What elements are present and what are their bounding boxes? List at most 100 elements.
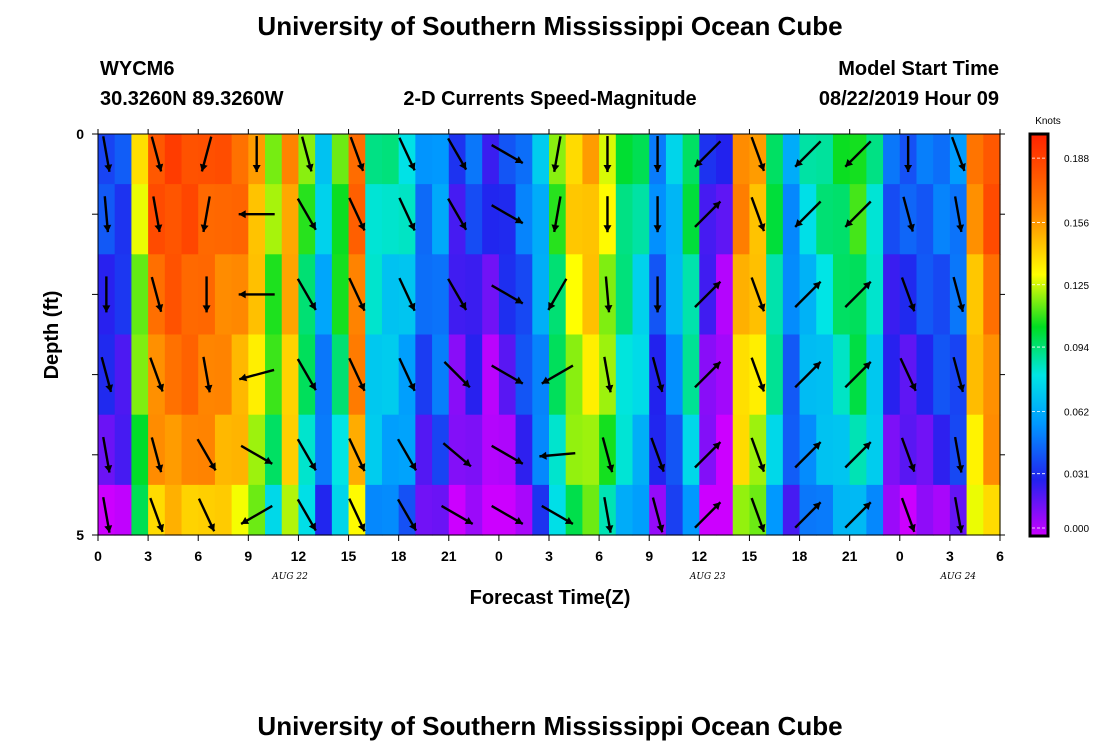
heatmap-cell: [381, 134, 400, 185]
heatmap-cell: [615, 334, 634, 416]
current-arrow: [953, 196, 965, 233]
current-arrow: [794, 441, 822, 469]
heatmap-cell: [766, 484, 784, 536]
heatmap-cell: [214, 134, 233, 185]
heatmap-cell: [398, 414, 416, 486]
current-arrow: [348, 357, 366, 392]
heatmap-cell: [432, 414, 450, 486]
heatmap-cell: [348, 414, 366, 486]
heatmap-cell: [766, 254, 784, 336]
current-arrow: [252, 136, 261, 173]
x-tick-label: 3: [144, 548, 152, 564]
heatmap-cell: [148, 414, 166, 486]
heatmap-cell: [899, 414, 918, 486]
colorbar-tick-label: 0.125: [1064, 281, 1089, 292]
heatmap-cell: [983, 334, 1001, 416]
heatmap-cell: [916, 254, 934, 336]
heatmap-cell: [198, 414, 216, 486]
current-arrow: [447, 137, 468, 171]
date-labels: AUG 22 AUG 23 AUG 24: [271, 572, 976, 582]
heatmap-cell: [916, 184, 934, 255]
heatmap-cell: [632, 184, 650, 255]
heatmap-cell: [498, 414, 517, 486]
heatmap-cell: [181, 414, 199, 486]
heatmap-cell: [331, 254, 350, 336]
heatmap-cell: [549, 414, 567, 486]
current-arrow: [100, 356, 114, 393]
heatmap-cell: [782, 134, 801, 185]
heatmap-cell: [365, 184, 383, 255]
heatmap-cell: [515, 484, 533, 536]
heatmap-cell: [248, 184, 266, 255]
heatmap-cell: [164, 254, 183, 336]
colorbar-tick-label: 0.094: [1064, 343, 1089, 354]
heatmap-cell: [565, 484, 583, 536]
x-tick-label: 15: [742, 548, 758, 564]
x-tick-label: 6: [595, 548, 603, 564]
current-arrow: [952, 276, 965, 313]
date-label: AUG 22: [271, 572, 308, 582]
current-arrow: [551, 136, 562, 172]
heatmap-cell: [365, 334, 383, 416]
colorbar-ticks: 0.000 0.031 0.062 0.094 0.125 0.156 0.188: [1032, 154, 1089, 535]
heatmap-cell: [181, 134, 199, 185]
heatmap-cell: [916, 334, 934, 416]
heatmap-cell: [716, 184, 734, 255]
heatmap-cell: [749, 134, 767, 185]
heatmap-cell: [582, 484, 600, 536]
y-tick-label: 0: [76, 126, 84, 142]
colorbar-tick-label: 0.188: [1064, 154, 1089, 165]
current-arrow: [794, 280, 822, 308]
heatmap-cell: [331, 414, 350, 486]
heatmap-cell: [148, 484, 166, 536]
heatmap-cell: [565, 134, 583, 185]
current-arrow: [348, 437, 366, 472]
heatmap-cell: [114, 334, 132, 416]
heatmap-cell: [164, 134, 183, 185]
x-tick-label: 18: [792, 548, 808, 564]
heatmap-cell: [465, 134, 483, 185]
current-arrow: [240, 444, 273, 465]
heatmap-cell: [114, 184, 132, 255]
heatmap-cell: [682, 484, 700, 536]
current-arrow: [296, 498, 317, 532]
heatmap-cell: [782, 334, 801, 416]
heatmap-cell: [432, 484, 450, 536]
heatmap-cell: [716, 414, 734, 486]
heatmap-cell: [198, 184, 216, 255]
station-coords: 30.3260N 89.3260W: [100, 88, 284, 110]
heatmap-cell: [231, 334, 249, 416]
current-arrow: [296, 198, 317, 231]
current-arrow: [199, 136, 213, 172]
heatmap-cell: [181, 484, 199, 536]
heatmap-cell: [549, 134, 567, 185]
current-arrow: [491, 144, 524, 165]
current-arrow: [202, 276, 211, 313]
current-arrow: [348, 277, 366, 312]
heatmap-cell: [665, 334, 684, 416]
current-arrow: [750, 497, 766, 533]
heatmap-cell: [916, 134, 934, 185]
current-arrow: [238, 368, 275, 382]
heatmap-cell: [381, 184, 400, 255]
x-tick-label: 12: [692, 548, 708, 564]
current-arrow: [491, 204, 524, 225]
heatmap-cell: [883, 484, 901, 536]
heatmap-cell: [365, 134, 383, 185]
heatmap-cell: [933, 414, 951, 486]
y-axis: 05: [76, 126, 1005, 543]
heatmap-cell: [699, 184, 717, 255]
heatmap-cell: [933, 334, 951, 416]
heatmap-cell: [181, 334, 199, 416]
current-arrow: [551, 196, 562, 233]
heatmap-cell: [114, 254, 132, 336]
heatmap-cell: [164, 334, 183, 416]
heatmap-cell: [265, 134, 283, 185]
heatmap-cell: [532, 484, 550, 536]
heatmap-cell: [849, 414, 867, 486]
current-arrow: [396, 438, 418, 471]
heatmap-cell: [682, 134, 700, 185]
current-arrow: [651, 497, 665, 533]
heatmap-cell: [966, 414, 984, 486]
current-arrow: [653, 276, 662, 313]
